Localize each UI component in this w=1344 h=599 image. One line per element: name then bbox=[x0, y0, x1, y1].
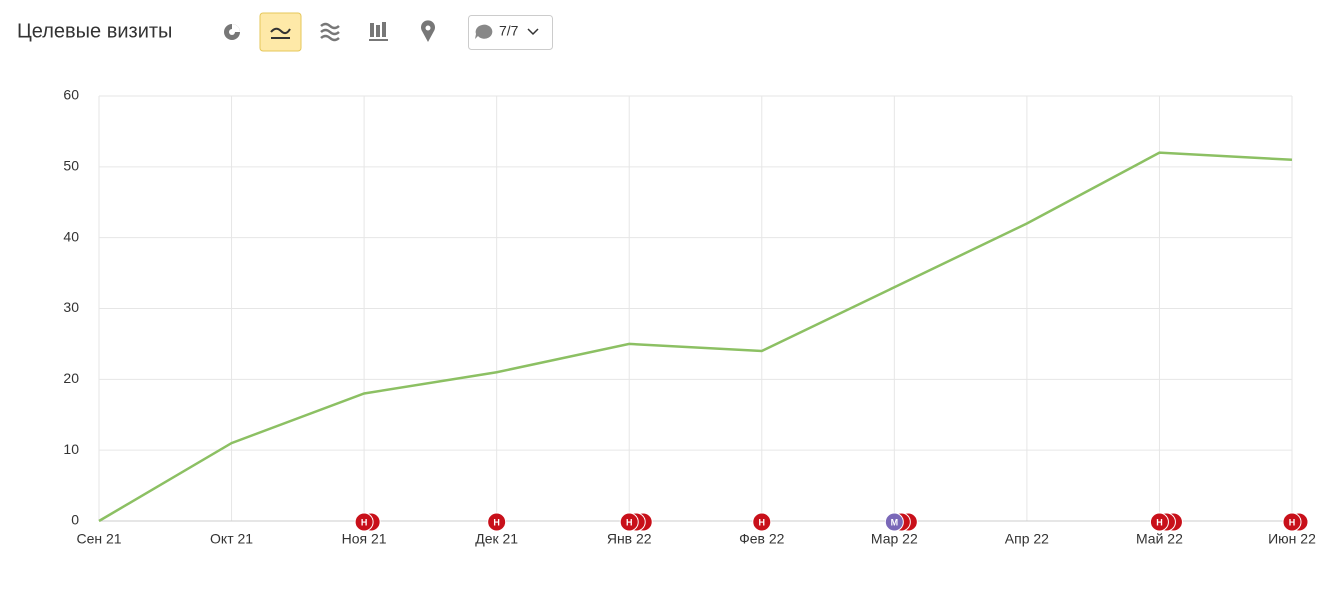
annotations-dropdown[interactable] bbox=[468, 15, 553, 50]
comment-icon bbox=[475, 24, 493, 39]
dropdown-counter: 7/7 bbox=[499, 23, 519, 39]
map-icon[interactable] bbox=[421, 20, 435, 42]
annotation-marker bbox=[752, 512, 772, 532]
y-tick-label: 40 bbox=[63, 228, 79, 244]
x-tick-label: Дек 21 bbox=[475, 531, 518, 547]
y-tick-label: 60 bbox=[63, 87, 79, 103]
x-tick-label: Май 22 bbox=[1136, 531, 1183, 547]
y-tick-label: 50 bbox=[63, 158, 79, 174]
annotation-label: Н bbox=[361, 517, 368, 527]
x-tick-label: Июн 22 bbox=[1268, 531, 1316, 547]
pie-icon[interactable] bbox=[224, 24, 240, 40]
widget-title: Целевые визиты bbox=[17, 20, 172, 42]
x-tick-label: Янв 22 bbox=[607, 531, 652, 547]
bar-icon[interactable] bbox=[369, 22, 388, 41]
annotation-marker bbox=[1149, 512, 1169, 532]
annotation-label: Н bbox=[493, 517, 500, 527]
chevron bbox=[527, 28, 539, 36]
annotation-label: Н bbox=[626, 517, 633, 527]
annotation-label: Н bbox=[759, 517, 766, 527]
annotation-marker bbox=[487, 512, 507, 532]
line-icon bbox=[270, 27, 291, 39]
x-tick-label: Фев 22 bbox=[739, 531, 785, 547]
x-tick-label: Апр 22 bbox=[1005, 531, 1049, 547]
annotation-marker bbox=[884, 512, 904, 532]
data-line bbox=[98, 151, 1293, 523]
area-icon[interactable] bbox=[320, 22, 340, 42]
annotation-label: М bbox=[891, 517, 899, 527]
annotation-label: Н bbox=[1289, 517, 1296, 527]
y-tick-label: 30 bbox=[63, 299, 79, 315]
y-tick-label: 10 bbox=[63, 441, 79, 457]
x-tick-label: Ноя 21 bbox=[342, 531, 387, 547]
annotation-marker bbox=[1282, 512, 1302, 532]
annotation-label: Н bbox=[1156, 517, 1163, 527]
line-icon-selected[interactable] bbox=[259, 12, 302, 52]
x-tick-label: Сен 21 bbox=[76, 531, 121, 547]
y-tick-label: 20 bbox=[63, 370, 79, 386]
annotation-marker bbox=[619, 512, 639, 532]
x-tick-label: Мар 22 bbox=[871, 531, 918, 547]
annotation-marker bbox=[354, 512, 374, 532]
y-tick-label: 0 bbox=[71, 512, 79, 528]
x-tick-label: Окт 21 bbox=[210, 531, 253, 547]
